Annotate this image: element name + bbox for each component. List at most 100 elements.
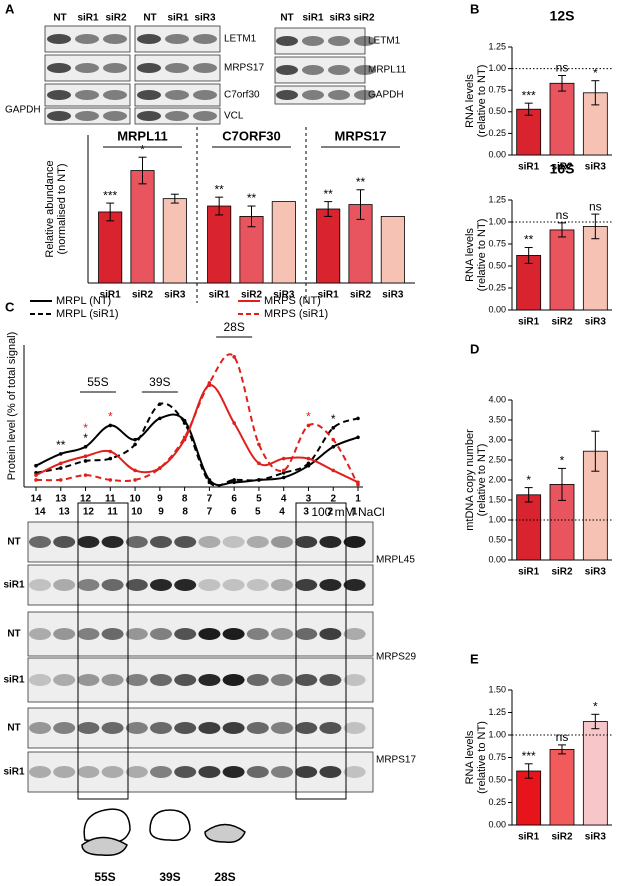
y-tick-label: 4.00	[488, 394, 506, 404]
blot-label: MRPL11	[368, 65, 407, 76]
blot-band	[319, 536, 342, 548]
point	[158, 402, 162, 406]
blot-band	[354, 90, 376, 100]
bar	[582, 225, 608, 311]
blot-band	[295, 536, 318, 548]
x-tick-label: 2	[330, 494, 336, 505]
blot-band	[174, 766, 197, 778]
x-tick-label: siR3	[164, 290, 186, 301]
blot-band	[276, 90, 298, 100]
blot-band	[137, 90, 161, 100]
x-tick-label: siR3	[585, 162, 607, 173]
error-bar	[524, 487, 533, 503]
point	[108, 478, 113, 482]
bar	[516, 108, 542, 156]
blot-row-label: NT	[7, 537, 20, 548]
blot-row-label: NT	[7, 723, 20, 734]
point	[356, 482, 360, 487]
point	[34, 478, 38, 482]
y-tick-label: 0.75	[488, 238, 506, 248]
bar	[582, 721, 608, 826]
error-bar	[324, 201, 333, 217]
point	[34, 463, 38, 468]
point	[232, 478, 236, 482]
y-axis-label: (relative to NT)	[476, 444, 488, 517]
blot-band	[101, 722, 124, 734]
point	[356, 435, 360, 440]
point	[182, 421, 187, 425]
lane-label: 12	[83, 507, 95, 518]
blot-band	[101, 536, 124, 548]
blot-band	[77, 722, 100, 734]
blot-band	[328, 90, 350, 100]
point	[133, 478, 137, 482]
point	[83, 444, 88, 449]
point	[331, 437, 336, 442]
lane-boxes	[77, 502, 347, 800]
blot-band	[193, 63, 217, 73]
y-axis-label: RNA levels	[464, 74, 476, 128]
blot-band	[198, 579, 221, 591]
y-tick-label: 1.25	[488, 707, 506, 717]
point	[182, 435, 187, 440]
significance: ns	[556, 730, 569, 744]
blot-band	[101, 766, 124, 778]
blot-band	[295, 674, 318, 686]
error-bar	[591, 713, 600, 730]
point	[83, 473, 88, 477]
complex-label: 28S	[214, 870, 235, 884]
x-tick-label: siR2	[551, 317, 573, 328]
blot-band	[137, 111, 161, 121]
point	[257, 478, 261, 482]
blot-band	[75, 90, 99, 100]
lane-label: 4	[279, 507, 285, 518]
significance: ns	[556, 61, 569, 75]
lane-label: 1	[352, 507, 358, 518]
blot-band	[174, 579, 197, 591]
x-tick-label: 7	[207, 494, 213, 505]
y-tick-label: 1.00	[488, 216, 506, 226]
blot-band	[101, 628, 124, 640]
blot-band	[328, 65, 350, 75]
point	[207, 381, 212, 385]
blot-band	[198, 674, 221, 686]
significance: **	[356, 175, 366, 189]
x-tick-label: siR2	[241, 290, 263, 301]
blot-band	[271, 766, 293, 778]
point	[83, 459, 88, 463]
x-tick-label: siR2	[551, 832, 573, 843]
significance: **	[214, 182, 224, 196]
series-line	[35, 402, 359, 487]
ribosome-icons	[81, 808, 246, 857]
lane-label: 13	[59, 507, 71, 518]
bar	[549, 82, 575, 156]
blot-band	[75, 34, 99, 44]
blot-band	[53, 722, 76, 734]
y-tick-label: 0.50	[488, 534, 506, 544]
legend-label: MRPL (NT)	[56, 295, 111, 307]
chart-title: 12S	[550, 8, 575, 24]
y-tick-label: 3.50	[488, 414, 506, 424]
blot-band	[150, 674, 172, 686]
significance: *	[560, 454, 565, 468]
blot-band	[174, 722, 197, 734]
blot-band	[302, 90, 324, 100]
bar	[207, 205, 232, 284]
blot-band	[222, 766, 245, 778]
blot-band	[150, 722, 172, 734]
blot-band	[271, 628, 293, 640]
blot-band	[222, 722, 245, 734]
bar	[549, 229, 575, 311]
complex-label: 39S	[159, 870, 180, 884]
point	[133, 442, 137, 447]
error-bar	[247, 205, 256, 228]
blot-band	[295, 766, 318, 778]
y-tick-label: 1.25	[488, 41, 506, 51]
x-tick-label: siR2	[551, 162, 573, 173]
lane-label: siR3	[194, 13, 216, 24]
blot-band	[319, 628, 342, 640]
blot-band	[193, 90, 217, 100]
lane-label: NT	[53, 13, 66, 24]
y-tick-label: 0.00	[488, 819, 506, 829]
